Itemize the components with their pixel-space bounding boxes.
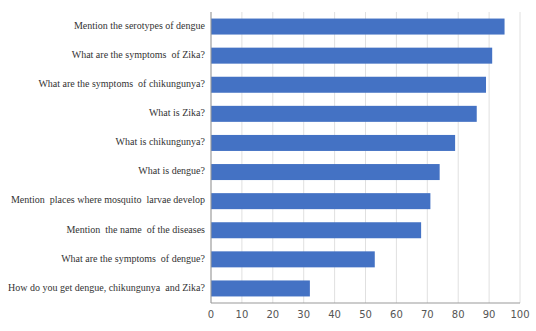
bar bbox=[211, 193, 430, 209]
tick-label: 50 bbox=[359, 309, 372, 320]
grid bbox=[211, 12, 520, 303]
tick-label: 20 bbox=[266, 309, 279, 320]
bar bbox=[211, 106, 477, 122]
grid-line bbox=[520, 12, 521, 303]
bar bbox=[211, 135, 455, 151]
bars bbox=[211, 19, 505, 297]
category-label: What is dengue? bbox=[138, 165, 205, 176]
category-label: Mention the serotypes of dengue bbox=[74, 20, 206, 31]
tick-label: 0 bbox=[208, 309, 214, 320]
tick-label: 100 bbox=[510, 309, 529, 320]
y-axis-line bbox=[211, 12, 212, 303]
category-labels: How do you get dengue, chikungunya and Z… bbox=[8, 20, 205, 293]
bar bbox=[211, 251, 375, 267]
tick-label: 60 bbox=[390, 309, 403, 320]
category-label: Mention places where mosquito larvae dev… bbox=[11, 194, 205, 205]
x-axis-line bbox=[211, 303, 520, 304]
category-label: What are the symptoms of Zika? bbox=[72, 49, 206, 60]
x-ticks: 0 10 20 30 40 50 60 70 80 90 100 bbox=[208, 309, 530, 320]
chart: How do you get dengue, chikungunya and Z… bbox=[0, 0, 536, 331]
category-label: How do you get dengue, chikungunya and Z… bbox=[8, 282, 205, 293]
bar bbox=[211, 164, 440, 180]
category-label: What are the symptoms of dengue? bbox=[61, 253, 205, 264]
tick-label: 30 bbox=[297, 309, 310, 320]
category-label: What is Zika? bbox=[149, 107, 206, 118]
tick-label: 90 bbox=[483, 309, 496, 320]
grid-line bbox=[211, 12, 212, 303]
bar bbox=[211, 222, 421, 238]
bar bbox=[211, 19, 505, 35]
category-label: Mention the name of the diseases bbox=[66, 224, 205, 235]
tick-label: 40 bbox=[328, 309, 341, 320]
tick-label: 70 bbox=[421, 309, 434, 320]
bar bbox=[211, 48, 492, 64]
category-label: What are the symptoms of chikungunya? bbox=[38, 78, 205, 89]
category-label: What is chikungunya? bbox=[116, 136, 206, 147]
tick-label: 80 bbox=[452, 309, 465, 320]
bar bbox=[211, 280, 310, 296]
bar bbox=[211, 77, 486, 93]
tick-label: 10 bbox=[236, 309, 249, 320]
